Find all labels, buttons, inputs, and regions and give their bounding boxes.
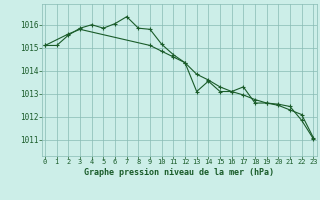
X-axis label: Graphe pression niveau de la mer (hPa): Graphe pression niveau de la mer (hPa) xyxy=(84,168,274,177)
